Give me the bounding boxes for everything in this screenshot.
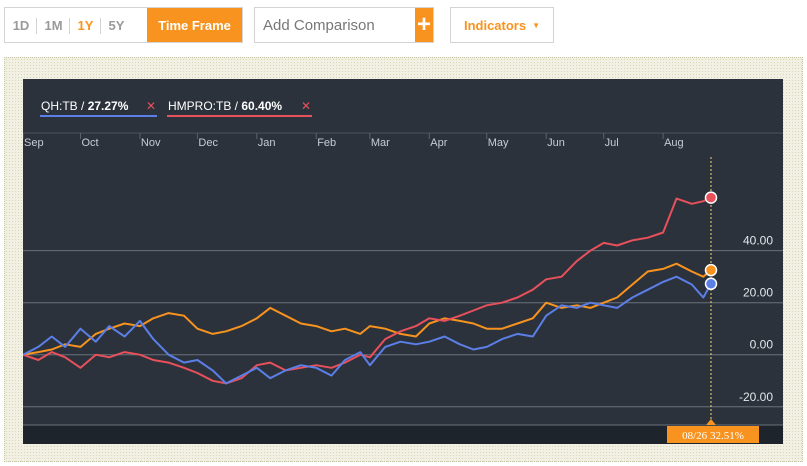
legend-item-label: HMPRO:TB / 60.40%: [168, 99, 282, 113]
timeframe-1m-button[interactable]: 1M: [37, 8, 70, 42]
line-chart[interactable]: Sep Oct Nov Dec Jan Feb Mar Apr May Jun Jul Aug 40.…: [23, 79, 783, 444]
close-icon[interactable]: ✕: [146, 99, 156, 113]
caret-down-icon: ▼: [532, 20, 541, 30]
indicators-dropdown[interactable]: Indicators ▼: [450, 7, 554, 43]
legend-item-hmpro: HMPRO:TB / 60.40% ✕: [167, 99, 312, 117]
marker-value: 32.51%: [710, 430, 744, 442]
series-endpoint-dot[interactable]: [704, 191, 718, 204]
timeframe-5y-button[interactable]: 5Y: [108, 17, 125, 33]
timeframe-1d-button[interactable]: 1D: [5, 8, 37, 42]
series-line-comparison: [23, 262, 712, 356]
marker-label: 08/26 32.51%: [667, 426, 759, 443]
marker-label-text: 08/26 32.51%: [682, 430, 744, 442]
indicators-label: Indicators: [463, 17, 527, 33]
date-marker-caret: [706, 419, 716, 425]
series-endpoint-dot[interactable]: [704, 263, 718, 277]
series-line-qh-tb: [23, 275, 712, 385]
legend-value-hmpro: 60.40%: [241, 99, 282, 113]
month-label: Jan: [258, 137, 276, 149]
time-frame-label: Time Frame: [147, 8, 242, 42]
month-label: Mar: [371, 137, 390, 149]
legend-item-qh: QH:TB / 27.27% ✕: [40, 99, 157, 117]
close-icon[interactable]: ✕: [301, 99, 311, 113]
marker-date: 08/26: [682, 430, 708, 442]
legend-symbol-qh: QH:TB: [41, 99, 78, 113]
month-axis: Sep Oct Nov Dec Jan Feb Mar Apr May Jun Jul Aug: [23, 132, 783, 149]
series-line-hmpro-tb: [23, 196, 712, 385]
y-tick-label: -20.00: [739, 390, 773, 404]
month-label: Dec: [198, 137, 218, 149]
month-label: Jun: [547, 137, 565, 149]
marker-label-bg: [667, 426, 759, 443]
legend-symbol-hmpro: HMPRO:TB: [168, 99, 231, 113]
month-label: May: [488, 137, 509, 149]
month-label: Oct: [81, 137, 98, 149]
legend-item-label: QH:TB / 27.27%: [41, 99, 129, 113]
month-label: Sep: [24, 137, 44, 149]
chart-container: Sep Oct Nov Dec Jan Feb Mar Apr May Jun Jul Aug 40.…: [23, 79, 783, 444]
series-endpoints: [704, 191, 718, 291]
y-tick-label: 0.00: [750, 338, 774, 352]
y-tick-label: 40.00: [743, 234, 773, 248]
month-label: Apr: [430, 137, 447, 149]
chart-footer-bar: [23, 425, 783, 444]
month-label: Feb: [317, 137, 336, 149]
add-comparison-input[interactable]: [255, 8, 415, 42]
y-tick-label: 20.00: [743, 286, 773, 300]
month-label: Nov: [141, 137, 161, 149]
series-endpoint-dot[interactable]: [704, 277, 718, 291]
y-axis: 40.00 20.00 0.00 -20.00: [739, 234, 773, 404]
month-label: Jul: [605, 137, 619, 149]
legend-value-qh: 27.27%: [88, 99, 129, 113]
add-comparison-box: +: [254, 7, 434, 43]
timeframe-1y-button[interactable]: 1Y: [70, 8, 101, 42]
series-lines: [23, 196, 712, 385]
legend: QH:TB / 27.27% ✕ HMPRO:TB / 60.40% ✕: [40, 99, 312, 117]
add-comparison-button[interactable]: +: [415, 8, 433, 42]
plus-icon: +: [416, 11, 431, 38]
month-label: Aug: [664, 137, 684, 149]
chart-background: [23, 79, 783, 444]
grid-lines: [23, 250, 783, 426]
timeframe-selector: 1D 1M 1Y 5Y Time Frame: [4, 7, 243, 43]
